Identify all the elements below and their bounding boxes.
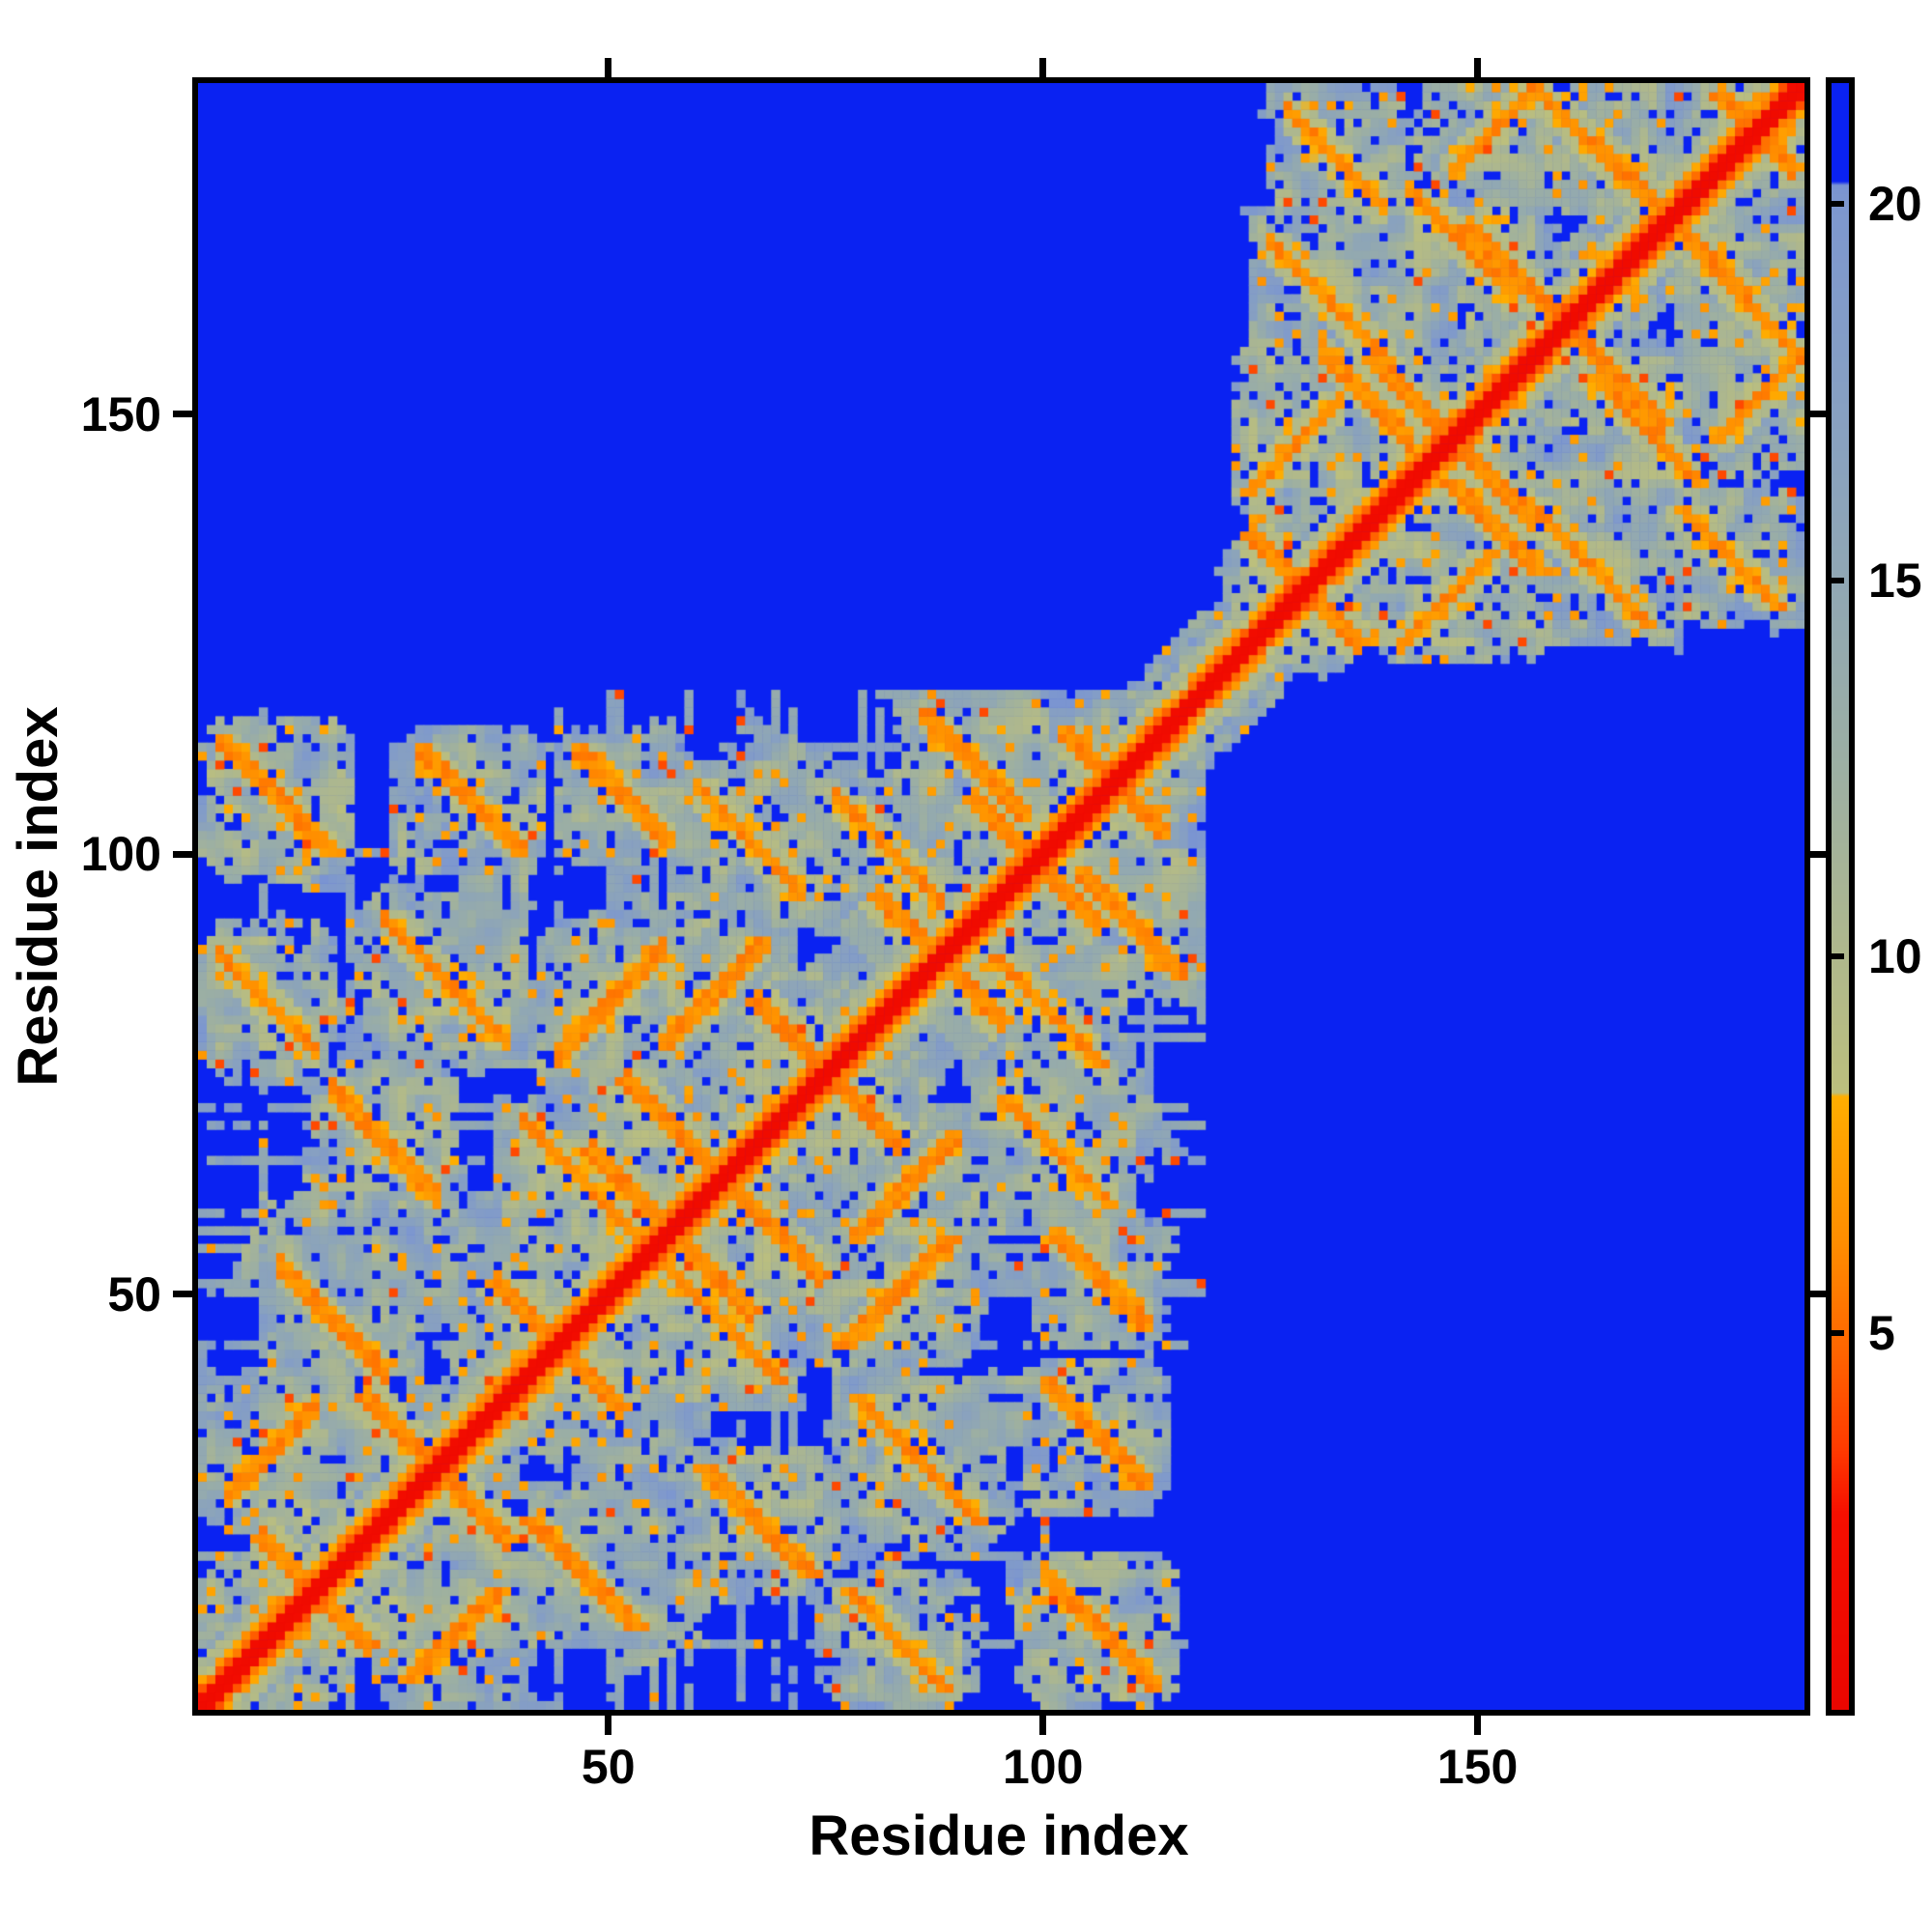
x-axis-tick-top — [1474, 58, 1482, 77]
x-axis-tick-label: 150 — [1436, 1740, 1519, 1794]
colorbar-tick — [1832, 200, 1844, 207]
colorbar-tick — [1832, 953, 1844, 960]
x-axis-tick-top — [1039, 58, 1047, 77]
colorbar-canvas — [1832, 83, 1849, 1710]
x-axis-tick-bottom — [1474, 1716, 1482, 1735]
y-axis-tick-left — [173, 411, 192, 418]
colorbar-tick-label: 5 — [1868, 1306, 1895, 1361]
x-axis-tick-bottom — [1039, 1716, 1047, 1735]
y-axis-tick-label: 100 — [80, 827, 161, 882]
colorbar-tick-label: 10 — [1868, 929, 1922, 984]
y-axis-tick-right — [1810, 411, 1830, 418]
y-axis-tick-left — [173, 1291, 192, 1298]
x-axis-tick-label: 50 — [581, 1740, 636, 1794]
colorbar-tick — [1832, 1330, 1844, 1337]
x-axis-tick-label: 100 — [1002, 1740, 1084, 1794]
colorbar-tick-label: 15 — [1868, 553, 1922, 608]
y-axis-tick-right — [1810, 850, 1830, 858]
y-axis-tick-left — [173, 850, 192, 858]
heatmap-plot-area — [192, 77, 1810, 1716]
y-axis-title: Residue index — [7, 706, 70, 1087]
colorbar-tick — [1832, 577, 1844, 583]
y-axis-tick-label: 50 — [107, 1266, 161, 1321]
y-axis-tick-label: 150 — [80, 386, 161, 441]
y-axis-tick-right — [1810, 1291, 1830, 1298]
x-axis-tick-top — [605, 58, 612, 77]
x-axis-title: Residue index — [809, 1804, 1189, 1867]
heatmap-canvas — [198, 83, 1804, 1710]
colorbar — [1826, 77, 1855, 1716]
colorbar-tick-label: 20 — [1868, 176, 1922, 231]
x-axis-tick-bottom — [605, 1716, 612, 1735]
